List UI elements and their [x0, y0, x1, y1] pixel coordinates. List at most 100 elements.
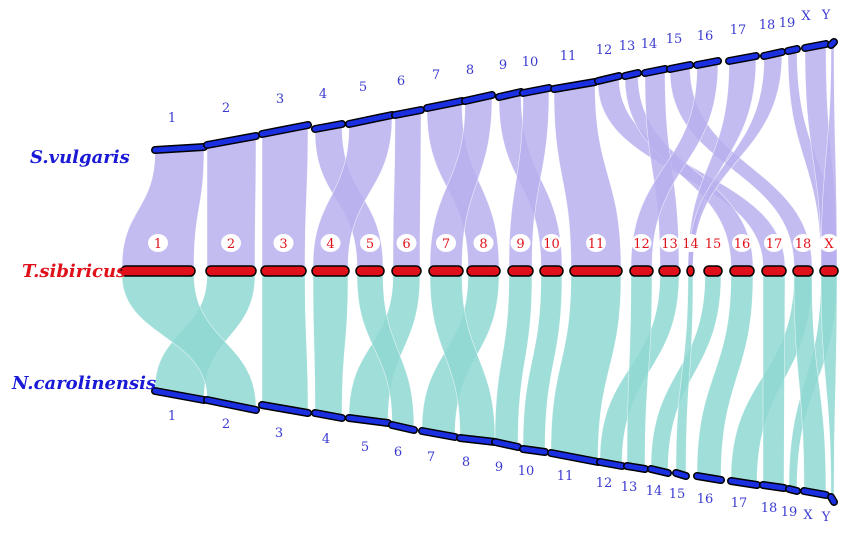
middle-chromosome [703, 265, 723, 277]
middle-label-bubble [510, 234, 531, 252]
bottom-chromosome-label: X [803, 508, 813, 523]
middle-chromosome-label: 15 [705, 237, 722, 252]
top-chromosome [785, 46, 800, 54]
top-chromosome [642, 66, 668, 76]
top-chromosome-label: 16 [697, 29, 714, 44]
top-chromosome-label: 1 [168, 111, 176, 126]
top-chromosome [259, 122, 311, 137]
middle-label-bubble [793, 234, 813, 252]
bottom-chromosome [204, 397, 259, 413]
bottom-synteny-ribbon [762, 274, 786, 487]
middle-label-bubble [703, 234, 723, 252]
bottom-chromosome-label: 18 [761, 501, 778, 516]
top-chromosome [496, 89, 524, 100]
middle-label-bubble [273, 234, 294, 252]
bottom-chromosome [648, 466, 671, 476]
middle-chromosome-label: 11 [588, 237, 605, 252]
middle-chromosome [120, 265, 196, 277]
bottom-synteny-ribbon [312, 274, 349, 417]
bottom-chromosome [624, 463, 648, 472]
middle-chromosome [792, 265, 814, 277]
top-chromosome [622, 70, 641, 79]
species-label-top: S.vulgaris [30, 147, 130, 168]
bottom-chromosome [786, 486, 800, 494]
bottom-chromosome [457, 435, 498, 445]
species-label-bottom: N.carolinensis [11, 373, 156, 394]
middle-label-bubble [221, 234, 241, 252]
top-chromosome-label: X [801, 9, 811, 24]
top-chromosome [520, 85, 552, 96]
chromosome-layer [120, 38, 839, 506]
middle-chromosome-label: 9 [516, 237, 524, 252]
top-synteny-ribbon [553, 83, 622, 268]
bottom-chromosome [312, 410, 345, 421]
middle-chromosome [686, 265, 695, 277]
middle-chromosome-label: 12 [633, 237, 650, 252]
top-chromosome [551, 79, 598, 92]
bottom-synteny-ribbon [793, 274, 827, 494]
bottom-chromosome [548, 450, 601, 465]
bottom-chromosome-label: 7 [427, 450, 435, 465]
bottom-chromosome-label: 4 [322, 432, 330, 447]
middle-label-bubble [680, 234, 701, 252]
middle-chromosome-label: 6 [402, 237, 410, 252]
top-chromosome-label: 17 [730, 23, 747, 38]
top-ribbon-layer [121, 43, 838, 268]
species-label-middle: T.sibiricus [22, 261, 126, 282]
bottom-chromosome-label: 13 [621, 480, 638, 495]
bottom-synteny-ribbon [550, 274, 622, 461]
top-chromosome [462, 92, 495, 104]
bottom-chromosome-label: Y [821, 510, 831, 525]
top-chromosome-label: 15 [666, 32, 683, 47]
middle-label-bubble [659, 234, 680, 252]
bottom-chromosome-label: 19 [781, 505, 798, 520]
middle-label-bubble [541, 234, 562, 252]
middle-chromosome [260, 265, 307, 277]
middle-chromosome-label: 18 [795, 237, 812, 252]
top-chromosome-label: 3 [276, 92, 284, 107]
bottom-chromosome-label: 8 [462, 455, 470, 470]
top-chromosome [761, 49, 785, 59]
middle-chromosome [355, 265, 385, 277]
top-chromosome [152, 144, 207, 153]
top-chromosome [424, 98, 465, 111]
middle-label-bubble [732, 234, 752, 252]
middle-chromosome-label: 10 [543, 237, 560, 252]
top-chromosome-label: 9 [499, 58, 507, 73]
bottom-chromosome [259, 402, 311, 416]
top-chromosome [667, 62, 693, 72]
bottom-chromosome [828, 494, 837, 505]
middle-chromosome [658, 265, 681, 277]
bottom-chromosome [520, 446, 548, 455]
middle-label-bubble [631, 234, 652, 252]
bottom-chromosome-label: 9 [495, 460, 503, 475]
top-chromosome [595, 73, 622, 84]
middle-label-bubble [586, 234, 606, 252]
middle-chromosome-label: 1 [154, 237, 162, 252]
middle-chromosome-label: 16 [734, 237, 751, 252]
top-chromosome [392, 107, 424, 118]
middle-chromosome [819, 265, 839, 277]
top-chromosome-label: 8 [466, 63, 474, 78]
bottom-chromosome-label: 12 [596, 476, 613, 491]
top-chromosome-label: 13 [619, 39, 636, 54]
top-chromosome-label: 12 [596, 43, 613, 58]
bottom-chromosome-label: 14 [646, 484, 663, 499]
bottom-synteny-ribbon [261, 274, 309, 412]
middle-chromosome [729, 265, 755, 277]
top-chromosome [802, 41, 829, 51]
bottom-ribbon-layer [121, 274, 838, 502]
bottom-chromosome [673, 470, 689, 479]
bottom-chromosome-label: 10 [518, 464, 535, 479]
bottom-chromosome [492, 439, 521, 450]
middle-label-bubble [396, 234, 417, 252]
bottom-chromosome-label: 3 [275, 426, 283, 441]
middle-label-bubble [148, 234, 168, 252]
top-chromosome [346, 112, 395, 127]
bottom-chromosome-label: 6 [394, 445, 402, 460]
middle-chromosome-label: 14 [682, 237, 699, 252]
middle-chromosome-label: X [824, 237, 834, 252]
top-chromosome-label: 11 [560, 49, 577, 64]
